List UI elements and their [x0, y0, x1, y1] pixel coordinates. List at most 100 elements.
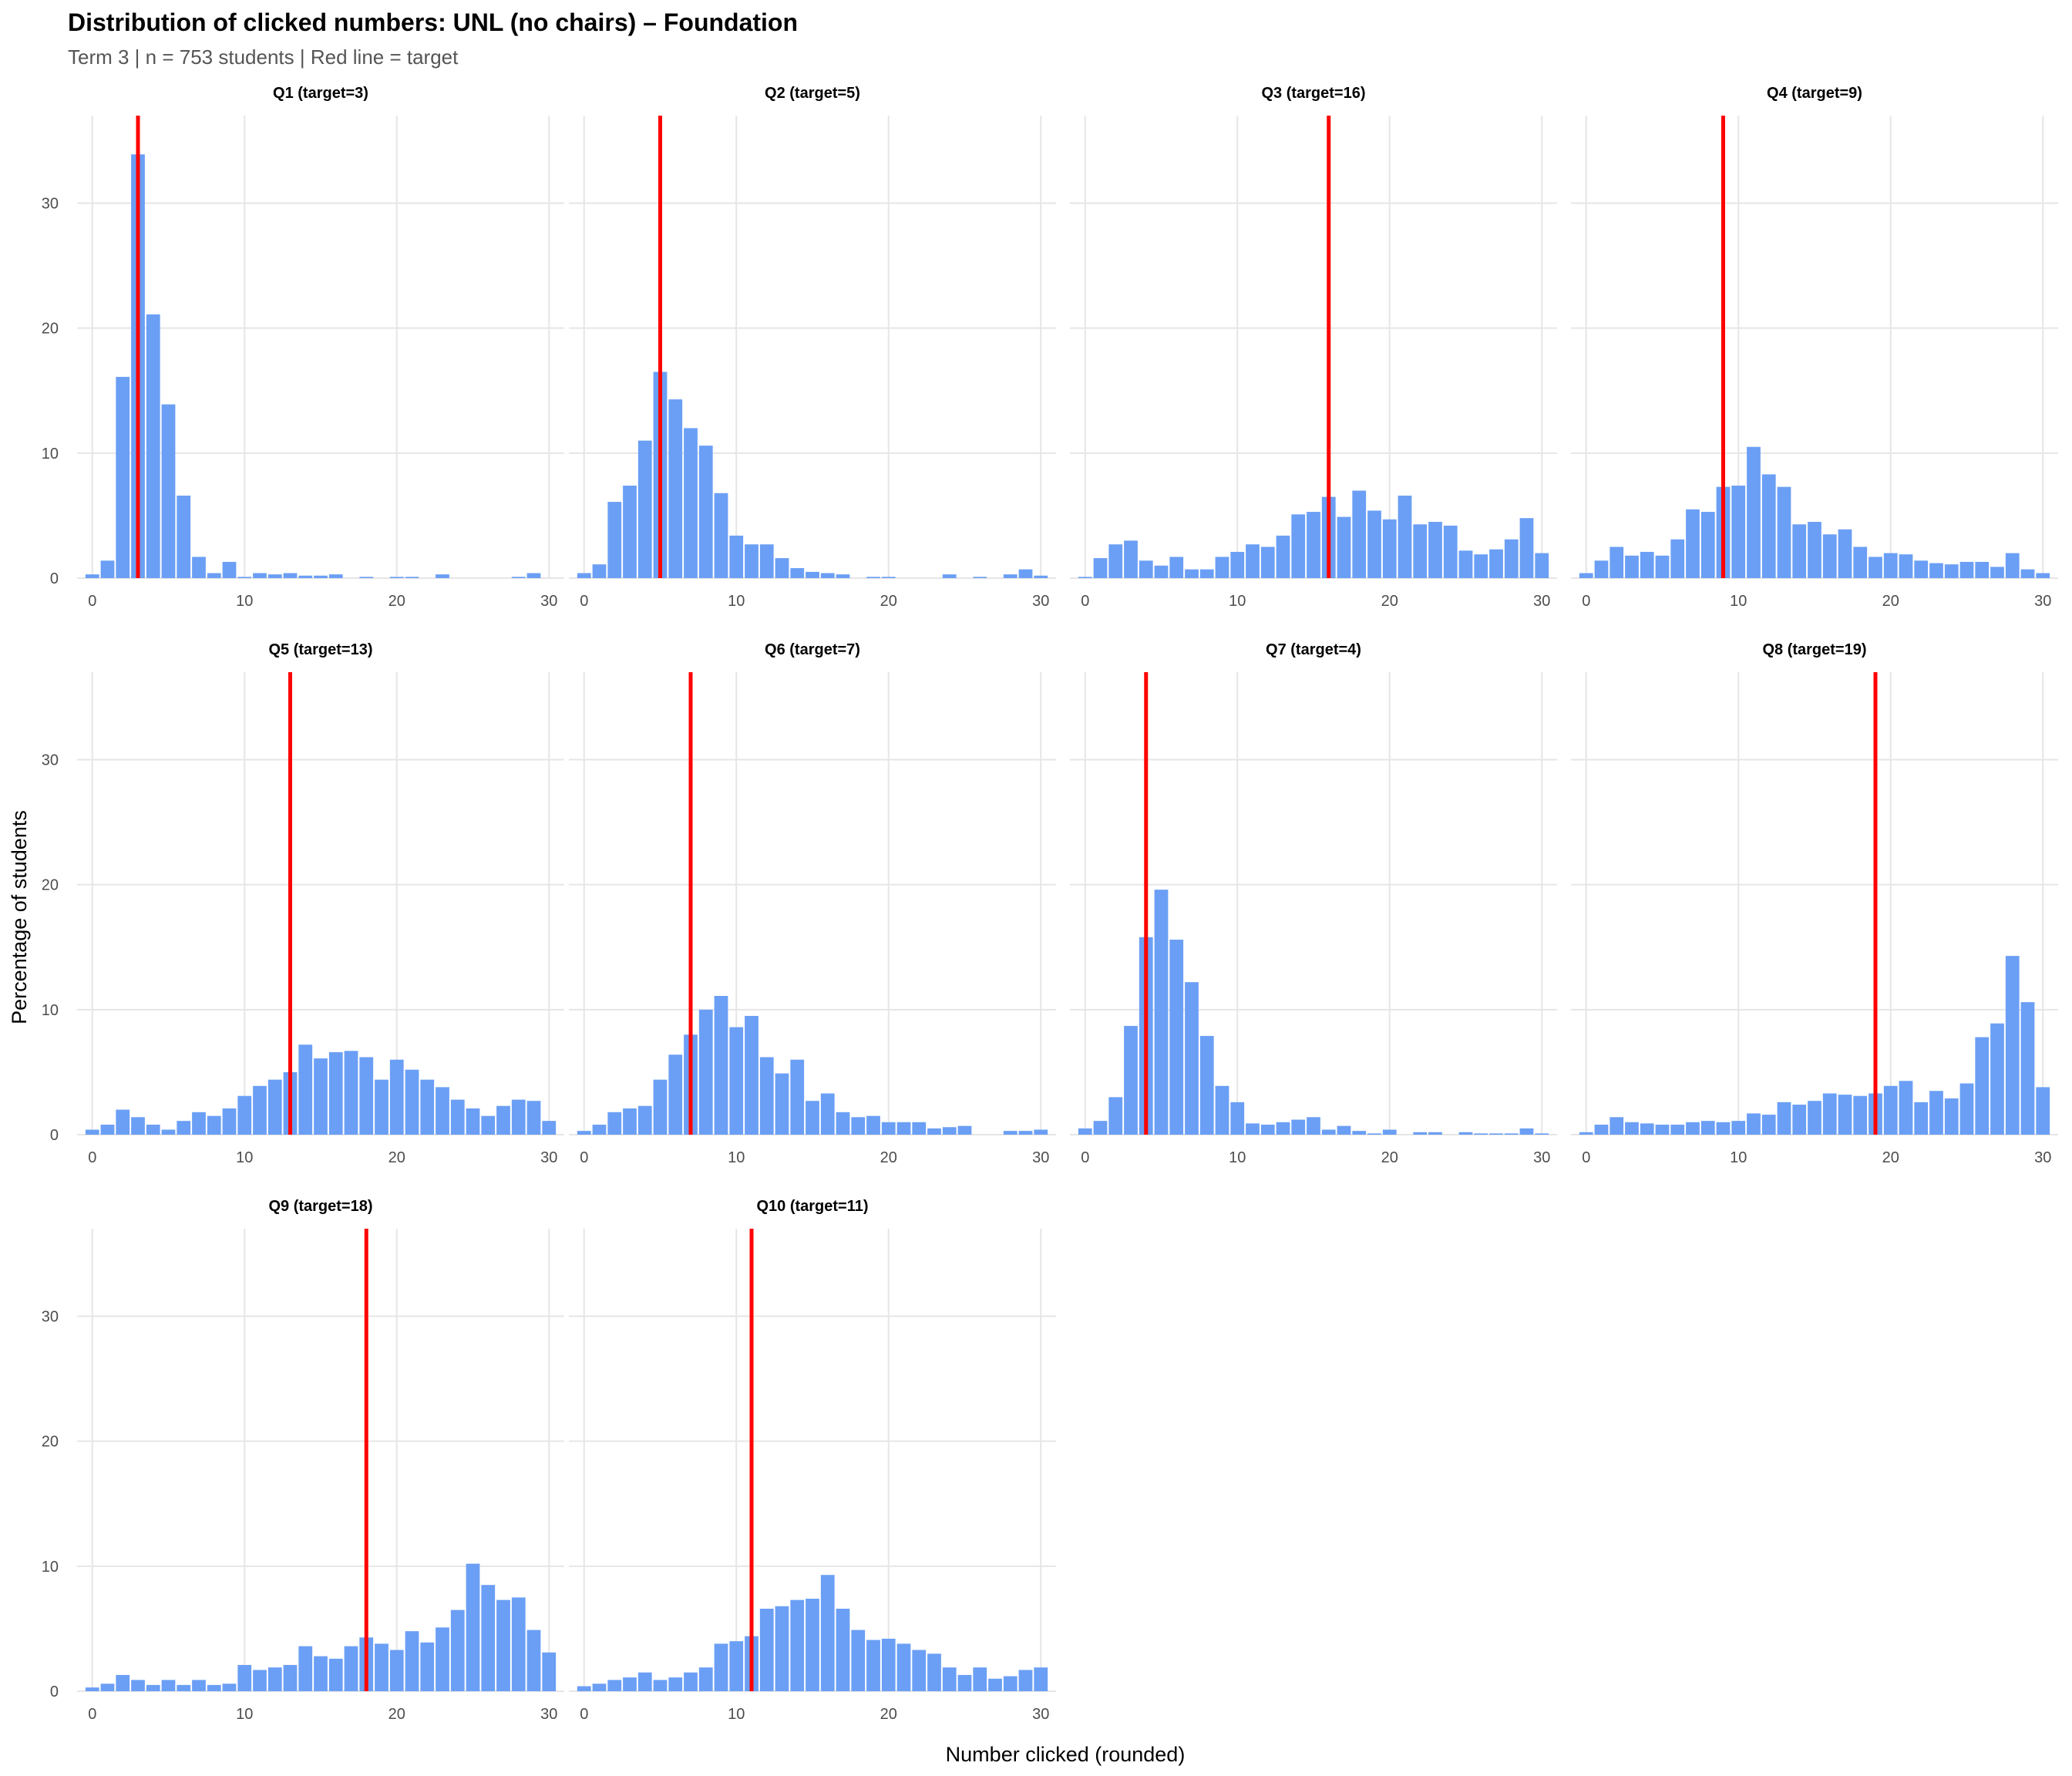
histogram-bar: [222, 1684, 237, 1691]
y-tick-label: 20: [42, 321, 59, 338]
x-tick-label: 10: [236, 1149, 253, 1166]
histogram-bar: [1929, 1091, 1943, 1135]
histogram-bar: [283, 573, 298, 578]
x-tick-label: 0: [1582, 1149, 1590, 1166]
x-tick-label: 10: [728, 1706, 745, 1723]
x-tick-label: 20: [388, 593, 405, 610]
histogram-bar: [496, 1105, 510, 1135]
histogram-bar: [314, 575, 328, 578]
histogram-bar: [177, 495, 191, 578]
histogram-bar: [714, 996, 728, 1135]
histogram-bar: [1731, 486, 1746, 578]
histogram-bar: [1078, 1128, 1092, 1135]
histogram-bar: [1093, 1121, 1108, 1135]
histogram-bar: [511, 1099, 526, 1135]
histogram-bar: [146, 314, 160, 578]
histogram-bar: [389, 577, 404, 578]
chart-subtitle: Term 3 | n = 753 students | Red line = t…: [68, 45, 459, 69]
y-tick-label: 0: [50, 1684, 59, 1700]
histogram-bar: [1352, 490, 1367, 578]
histogram-bar: [375, 1079, 388, 1135]
y-tick-label: 10: [42, 446, 59, 462]
histogram-bar: [359, 1057, 374, 1135]
histogram-bar: [2020, 1002, 2035, 1135]
histogram-bar: [759, 544, 774, 578]
histogram-bar: [237, 577, 252, 578]
histogram-bar: [314, 1656, 328, 1691]
histogram-bar: [146, 1684, 160, 1691]
facet-panel: Q5 (target=13) 0 10 20 30 0 10 20 30: [42, 641, 564, 1166]
histogram-bar: [267, 1667, 282, 1691]
histogram-bar: [436, 574, 449, 578]
facet-label: Q2 (target=5): [765, 85, 860, 102]
histogram-bar: [1838, 1095, 1852, 1135]
histogram-bar: [253, 573, 267, 578]
histogram-bar: [607, 502, 622, 578]
histogram-bar: [1307, 512, 1320, 578]
histogram-bar: [1154, 890, 1169, 1135]
histogram-bar: [1670, 1125, 1685, 1135]
histogram-bar: [684, 428, 698, 578]
x-tick-label: 10: [236, 1706, 253, 1723]
x-tick-label: 20: [388, 1706, 405, 1723]
x-tick-label: 0: [1582, 593, 1590, 610]
histogram-bar: [1792, 524, 1807, 578]
histogram-bar: [1185, 982, 1199, 1135]
histogram-bar: [314, 1058, 328, 1135]
histogram-bar: [836, 574, 850, 578]
x-tick-label: 20: [880, 593, 897, 610]
histogram-bar: [637, 440, 652, 578]
histogram-bar: [1199, 569, 1214, 578]
histogram-bar: [481, 1585, 496, 1691]
histogram-bar: [1670, 539, 1685, 578]
histogram-bar: [298, 575, 313, 578]
histogram-bar: [1489, 1133, 1503, 1135]
histogram-bar: [405, 1069, 419, 1135]
histogram-bar: [1108, 1097, 1123, 1135]
histogram-bar: [328, 574, 343, 578]
histogram-bar: [973, 577, 987, 578]
histogram-bar: [668, 399, 683, 578]
histogram-bar: [759, 1608, 774, 1691]
histogram-bar: [1428, 1132, 1442, 1135]
histogram-bar: [1321, 1129, 1336, 1135]
x-tick-label: 20: [1381, 593, 1398, 610]
histogram-bar: [1382, 1129, 1397, 1135]
histogram-bar: [1276, 1122, 1290, 1135]
x-tick-label: 20: [1381, 1149, 1398, 1166]
x-tick-label: 20: [1882, 1149, 1899, 1166]
histogram-bar: [637, 1672, 652, 1691]
histogram-bar: [1185, 569, 1199, 578]
histogram-bar: [820, 1093, 835, 1135]
histogram-bar: [1169, 557, 1184, 578]
chart-title: Distribution of clicked numbers: UNL (no…: [68, 8, 798, 36]
x-tick-label: 30: [1032, 1706, 1049, 1723]
facet-label: Q1 (target=3): [273, 85, 368, 102]
x-tick-label: 0: [88, 593, 96, 610]
histogram-bar: [1230, 551, 1245, 578]
y-axis-title: Percentage of students: [8, 810, 31, 1024]
histogram-bar: [851, 1117, 866, 1135]
histogram-bar: [1990, 1023, 2004, 1135]
x-tick-label: 20: [388, 1149, 405, 1166]
histogram-bar: [1124, 540, 1138, 578]
histogram-bar: [267, 1079, 282, 1135]
histogram-bar: [526, 1101, 541, 1135]
histogram-bar: [1260, 547, 1275, 578]
x-tick-label: 10: [728, 1149, 745, 1166]
histogram-bar: [1034, 575, 1048, 578]
histogram-bar: [1276, 535, 1290, 578]
histogram-bar: [1761, 474, 1776, 578]
facet-label: Q10 (target=11): [756, 1198, 868, 1215]
histogram-bar: [775, 558, 789, 578]
histogram-bar: [912, 1122, 927, 1135]
x-tick-label: 10: [1730, 1149, 1747, 1166]
histogram-bar: [1929, 563, 1943, 578]
histogram-bar: [1003, 1131, 1018, 1135]
histogram-bar: [1761, 1115, 1776, 1135]
facet-panel: Q6 (target=7) 0 10 20 30: [569, 641, 1056, 1166]
x-axis-title: Number clicked (rounded): [946, 1743, 1186, 1766]
histogram-bar: [405, 1631, 419, 1691]
